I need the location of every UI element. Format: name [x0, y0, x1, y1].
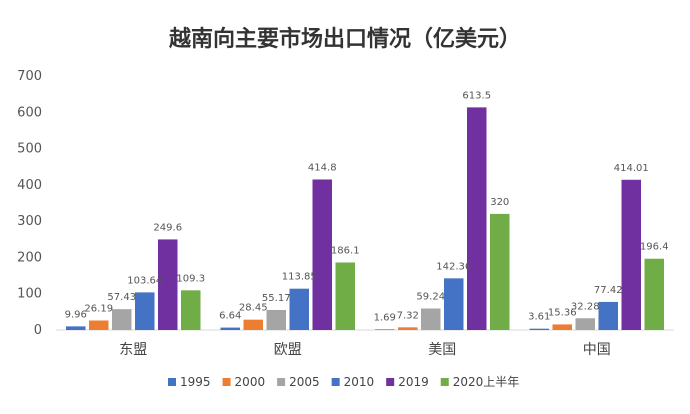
- chart-title: 越南向主要市场出口情况（亿美元）: [168, 26, 521, 52]
- data-labels: 9.9626.1957.43103.64249.6109.36.6428.455…: [65, 90, 669, 323]
- legend-swatch: [168, 378, 176, 386]
- legend-label: 2000: [235, 375, 266, 389]
- bar: [644, 258, 664, 330]
- legend-label: 2019: [398, 375, 429, 389]
- data-label: 6.64: [219, 311, 241, 322]
- data-label: 1.69: [374, 312, 396, 323]
- y-tick-label: 400: [17, 178, 42, 193]
- y-tick-label: 100: [17, 287, 42, 302]
- bar: [158, 239, 178, 330]
- data-label: 109.3: [176, 273, 205, 284]
- bars: [66, 107, 664, 330]
- y-tick-label: 700: [17, 69, 42, 84]
- legend-label: 2020上半年: [453, 375, 520, 389]
- bar: [312, 179, 332, 330]
- data-label: 7.32: [397, 310, 419, 321]
- data-label: 613.5: [462, 90, 491, 101]
- y-tick-label: 600: [17, 105, 42, 120]
- y-tick-label: 0: [34, 323, 42, 338]
- legend: 1995 2000 2005 2010 2019 2020上半年: [168, 375, 519, 389]
- bar: [335, 262, 355, 330]
- data-label: 414.01: [614, 163, 649, 174]
- bar: [490, 213, 510, 330]
- y-tick-label: 200: [17, 250, 42, 265]
- bar: [135, 292, 155, 330]
- bar: [444, 278, 464, 330]
- legend-label: 2005: [289, 375, 320, 389]
- bar: [181, 290, 201, 330]
- data-label: 32.28: [571, 301, 600, 312]
- y-tick-label: 500: [17, 142, 42, 157]
- bar: [375, 329, 395, 330]
- bar: [266, 309, 286, 330]
- category-label: 东盟: [119, 342, 147, 358]
- y-axis: 0 100 200 300 400 500 600 700: [17, 69, 42, 338]
- bar: [289, 288, 309, 330]
- bar: [598, 301, 618, 330]
- data-label: 15.36: [548, 307, 577, 318]
- data-label: 77.42: [594, 285, 623, 296]
- category-label: 美国: [428, 342, 456, 358]
- data-label: 186.1: [331, 245, 360, 256]
- data-label: 3.61: [528, 312, 550, 323]
- legend-swatch: [386, 378, 395, 386]
- data-label: 26.19: [84, 303, 113, 314]
- data-label: 9.96: [65, 309, 87, 320]
- bar: [552, 324, 572, 330]
- legend-swatch: [440, 378, 449, 386]
- category-labels: 东盟 欧盟 美国 中国: [119, 342, 611, 358]
- category-label: 中国: [583, 342, 611, 358]
- bar: [621, 179, 641, 330]
- category-label: 欧盟: [274, 342, 302, 358]
- legend-swatch: [277, 378, 286, 386]
- bar: [421, 308, 441, 330]
- bar: [220, 327, 240, 330]
- data-label: 142.36: [436, 261, 471, 272]
- data-label: 320: [490, 197, 509, 208]
- legend-swatch: [331, 378, 340, 386]
- legend-label: 1995: [180, 375, 211, 389]
- bar: [66, 326, 86, 330]
- bar: [89, 320, 109, 330]
- data-label: 249.6: [153, 222, 182, 233]
- bar: [243, 319, 263, 330]
- bar: [575, 318, 595, 330]
- data-label: 103.64: [127, 275, 162, 286]
- data-label: 59.24: [416, 292, 445, 303]
- bar: [529, 328, 549, 330]
- bar: [398, 327, 418, 330]
- data-label: 414.8: [308, 162, 337, 173]
- data-label: 113.85: [282, 272, 317, 283]
- bar: [467, 107, 487, 330]
- data-label: 57.43: [107, 292, 136, 303]
- legend-label: 2010: [344, 375, 375, 389]
- data-label: 55.17: [262, 293, 291, 304]
- y-tick-label: 300: [17, 214, 42, 229]
- legend-swatch: [222, 378, 231, 386]
- data-label: 196.4: [640, 242, 669, 253]
- bar: [112, 309, 132, 330]
- data-label: 28.45: [239, 303, 268, 314]
